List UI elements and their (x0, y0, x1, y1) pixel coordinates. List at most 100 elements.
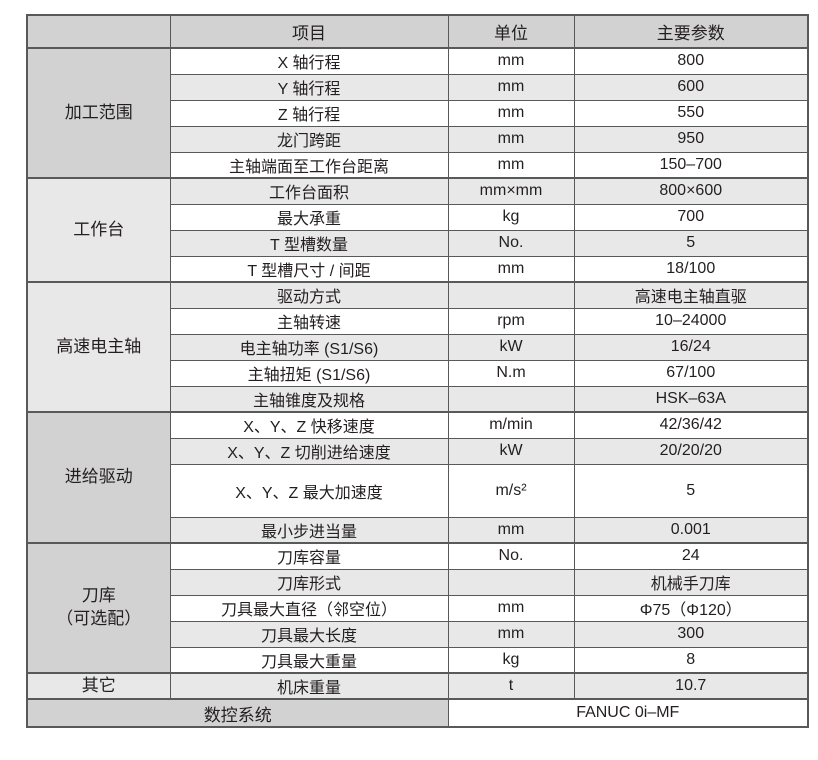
item-cell: 刀具最大长度 (169, 620, 449, 648)
category-cell: 进给驱动 (26, 411, 171, 544)
unit-cell: mm (447, 255, 575, 283)
value-cell: 8 (573, 646, 809, 674)
unit-cell: m/s² (447, 463, 575, 518)
unit-cell: kW (447, 333, 575, 361)
item-cell: 最小步进当量 (169, 516, 449, 544)
table-row: T 型槽尺寸 / 间距 mm 18/100 (27, 255, 809, 283)
item-cell: 主轴扭矩 (S1/S6) (169, 359, 449, 387)
table-row: 电主轴功率 (S1/S6) kW 16/24 (27, 333, 809, 361)
header-cell-category (26, 14, 171, 49)
unit-cell (447, 385, 575, 413)
item-cell: 主轴转速 (169, 307, 449, 335)
item-cell: X、Y、Z 快移速度 (169, 411, 449, 439)
table-row: 其它 机床重量 t 10.7 (26, 672, 809, 700)
value-cell: 800 (573, 47, 809, 75)
unit-cell: No. (447, 542, 575, 570)
unit-cell: rpm (447, 307, 575, 335)
value-cell: 600 (573, 73, 809, 101)
item-cell: 刀库容量 (169, 542, 449, 570)
table-row: 进给驱动 X、Y、Z 快移速度 m/min 42/36/42 (26, 411, 809, 544)
item-cell: 刀库形式 (169, 568, 449, 596)
table-row: 最小步进当量 mm 0.001 (27, 516, 809, 544)
table-row: 刀具最大重量 kg 8 (27, 646, 809, 674)
item-cell: 机床重量 (169, 672, 449, 700)
table-row: 刀库形式 机械手刀库 (27, 568, 809, 596)
unit-cell: mm (447, 594, 575, 622)
unit-cell: mm (447, 47, 575, 75)
header-cell-unit: 单位 (447, 14, 575, 49)
table-row: 主轴扭矩 (S1/S6) N.m 67/100 (27, 359, 809, 387)
value-cell: 150–700 (573, 151, 809, 179)
value-cell: 24 (573, 542, 809, 570)
value-cell: 700 (573, 203, 809, 231)
value-cell: HSK–63A (573, 385, 809, 413)
table-row: X、Y、Z 最大加速度 m/s² 5 (27, 463, 809, 518)
header-cell-item: 项目 (169, 14, 449, 49)
unit-cell: mm (447, 151, 575, 179)
value-cell: Φ75（Φ120） (573, 594, 809, 622)
table-row: 主轴转速 rpm 10–24000 (27, 307, 809, 335)
unit-cell: mm (447, 73, 575, 101)
value-cell: 42/36/42 (573, 411, 809, 439)
unit-cell (447, 281, 575, 309)
table-row: 主轴端面至工作台距离 mm 150–700 (27, 151, 809, 179)
unit-cell: mm×mm (447, 177, 575, 205)
unit-cell (447, 568, 575, 596)
table-row: T 型槽数量 No. 5 (27, 229, 809, 257)
unit-cell: No. (447, 229, 575, 257)
item-cell: 最大承重 (169, 203, 449, 231)
unit-cell: mm (447, 620, 575, 648)
value-cell: 5 (573, 229, 809, 257)
value-cell: 67/100 (573, 359, 809, 387)
spec-table: 项目 单位 主要参数 加工范围 X 轴行程 mm 800 Y 轴行程 mm 60… (26, 14, 809, 728)
item-cell: X、Y、Z 最大加速度 (169, 463, 449, 518)
value-cell: 20/20/20 (573, 437, 809, 465)
value-cell: 10.7 (573, 672, 809, 700)
footer-value-cell: FANUC 0i–MF (447, 698, 809, 728)
category-cell: 高速电主轴 (26, 281, 171, 413)
footer-label-cell: 数控系统 (26, 698, 449, 728)
value-cell: 18/100 (573, 255, 809, 283)
unit-cell: t (447, 672, 575, 700)
value-cell: 10–24000 (573, 307, 809, 335)
header-cell-value: 主要参数 (573, 14, 809, 49)
item-cell: 刀具最大重量 (169, 646, 449, 674)
item-cell: 主轴端面至工作台距离 (169, 151, 449, 179)
item-cell: T 型槽数量 (169, 229, 449, 257)
category-cell: 其它 (26, 672, 171, 700)
value-cell: 550 (573, 99, 809, 127)
item-cell: Z 轴行程 (169, 99, 449, 127)
table-row: 加工范围 X 轴行程 mm 800 (26, 47, 809, 179)
table-row: 刀具最大长度 mm 300 (27, 620, 809, 648)
item-cell: 主轴锥度及规格 (169, 385, 449, 413)
item-cell: 电主轴功率 (S1/S6) (169, 333, 449, 361)
unit-cell: kg (447, 203, 575, 231)
item-cell: Y 轴行程 (169, 73, 449, 101)
value-cell: 300 (573, 620, 809, 648)
unit-cell: mm (447, 99, 575, 127)
value-cell: 高速电主轴直驱 (573, 281, 809, 309)
value-cell: 800×600 (573, 177, 809, 205)
unit-cell: kg (447, 646, 575, 674)
unit-cell: mm (447, 125, 575, 153)
table-row: Z 轴行程 mm 550 (27, 99, 809, 127)
value-cell: 16/24 (573, 333, 809, 361)
value-cell: 机械手刀库 (573, 568, 809, 596)
header-row: 项目 单位 主要参数 (26, 14, 809, 49)
category-cell: 刀库 （可选配） (26, 542, 171, 674)
table-row: Y 轴行程 mm 600 (27, 73, 809, 101)
footer-row: 数控系统 FANUC 0i–MF (26, 698, 809, 728)
table-row: 龙门跨距 mm 950 (27, 125, 809, 153)
item-cell: 龙门跨距 (169, 125, 449, 153)
item-cell: 驱动方式 (169, 281, 449, 309)
value-cell: 5 (573, 463, 809, 518)
unit-cell: N.m (447, 359, 575, 387)
value-cell: 950 (573, 125, 809, 153)
table-row: X、Y、Z 切削进给速度 kW 20/20/20 (27, 437, 809, 465)
unit-cell: m/min (447, 411, 575, 439)
item-cell: 工作台面积 (169, 177, 449, 205)
item-cell: T 型槽尺寸 / 间距 (169, 255, 449, 283)
table-row: 刀库 （可选配） 刀库容量 No. 24 (26, 542, 809, 674)
item-cell: X、Y、Z 切削进给速度 (169, 437, 449, 465)
unit-cell: mm (447, 516, 575, 544)
